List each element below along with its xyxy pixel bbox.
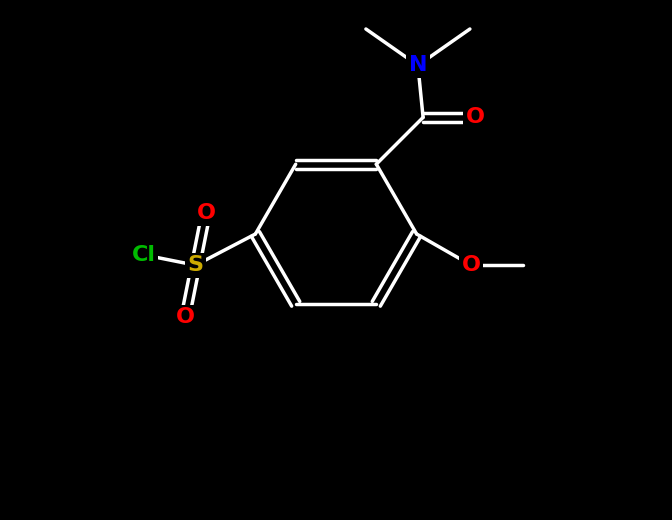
Text: O: O	[462, 255, 480, 275]
Text: Cl: Cl	[132, 245, 156, 265]
Text: O: O	[196, 203, 216, 223]
Text: N: N	[409, 56, 427, 75]
Text: S: S	[187, 255, 204, 275]
Text: O: O	[466, 108, 485, 127]
Text: O: O	[175, 307, 195, 327]
